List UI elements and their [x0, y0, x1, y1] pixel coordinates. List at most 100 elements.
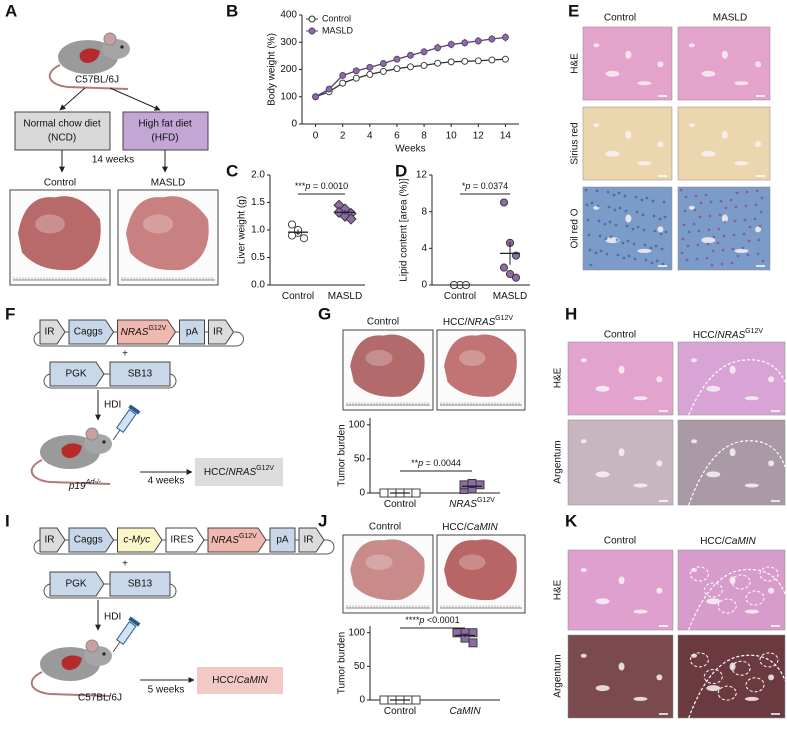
tumor-nodule	[745, 677, 765, 693]
diet-box	[122, 111, 209, 151]
element-label: Caggs	[74, 535, 103, 546]
syringe-needle	[112, 641, 121, 653]
vessel	[595, 685, 610, 692]
label: Control	[367, 317, 399, 328]
nucleus	[758, 224, 762, 228]
vessel	[701, 150, 716, 157]
construct-element	[68, 319, 115, 345]
y-tick-label: 400	[280, 10, 297, 21]
mouse-eye	[102, 652, 106, 656]
text-part: CaMIN	[237, 675, 269, 686]
data-point	[420, 48, 428, 56]
data-point	[287, 231, 297, 240]
nucleus	[682, 223, 686, 227]
text-part: Control	[444, 291, 476, 302]
nucleus	[743, 218, 747, 222]
nucleus	[680, 251, 684, 255]
vessel	[656, 376, 663, 383]
liver-highlight	[365, 554, 393, 570]
nucleus	[686, 244, 690, 248]
text-part: G12V	[239, 533, 257, 540]
text-part: NRAS	[449, 499, 477, 510]
nucleus	[626, 239, 630, 243]
histology-image	[677, 549, 786, 631]
x-tick-label: MASLD	[493, 291, 527, 302]
data-point	[366, 63, 374, 71]
panel-label: A	[5, 1, 17, 20]
vessel	[580, 653, 587, 658]
nucleus	[599, 249, 603, 253]
nucleus	[603, 222, 607, 226]
text-part: *	[462, 181, 466, 191]
arrow	[109, 87, 161, 111]
data-point	[452, 628, 462, 638]
data-point	[434, 59, 442, 67]
p-value: ****p <0.0001	[405, 615, 459, 625]
panel-label: H	[565, 304, 577, 323]
nucleus	[631, 227, 635, 231]
vessel	[701, 237, 716, 244]
y-tick-label: 1.0	[251, 225, 265, 236]
label: Control	[604, 536, 636, 547]
nucleus	[721, 248, 725, 252]
y-tick-label: 0	[359, 695, 365, 706]
y-tick-label: 4	[421, 243, 427, 254]
mouse-liver	[61, 655, 82, 670]
vessel	[605, 150, 620, 157]
vessel	[618, 576, 625, 585]
text-part: G12V	[477, 497, 495, 504]
text-part: HCC/	[442, 522, 467, 533]
label: PGK	[65, 369, 86, 380]
tumor-nodule	[703, 669, 723, 684]
nucleus	[627, 254, 631, 258]
nucleus	[596, 204, 600, 208]
data-point	[299, 234, 309, 243]
p-value: *p = 0.0374	[462, 181, 508, 191]
y-axis-label: Lipid content [area (%)]	[399, 178, 410, 282]
tumor-nodule	[689, 566, 709, 582]
nucleus	[679, 188, 683, 192]
label: HCC/CaMIN	[212, 675, 268, 686]
nucleus	[695, 257, 699, 261]
data-point	[407, 63, 414, 71]
model-box	[195, 458, 283, 486]
nucleus	[640, 198, 644, 202]
text-part: G12V	[256, 465, 274, 472]
x-tick-label: Control	[384, 499, 416, 510]
tumor-nodule	[759, 652, 779, 668]
vessel	[688, 205, 695, 210]
nucleus	[729, 198, 733, 202]
nucleus	[654, 244, 658, 248]
construct-element	[179, 319, 205, 345]
nucleus	[597, 219, 601, 223]
nucleus	[722, 234, 726, 238]
data-point	[499, 198, 509, 207]
vessel	[691, 358, 698, 363]
panel-label: G	[318, 304, 331, 323]
nucleus	[588, 248, 592, 252]
data-point	[339, 79, 347, 87]
element-label: pA	[186, 327, 199, 338]
nucleus	[655, 259, 659, 263]
mouse-eye	[120, 45, 124, 49]
nucleus	[719, 199, 723, 203]
histology-image	[567, 549, 674, 631]
nucleus	[746, 253, 750, 257]
nucleus	[755, 189, 759, 193]
liver-highlight	[459, 350, 486, 366]
nucleus	[623, 194, 627, 198]
nucleus	[692, 222, 696, 226]
text-part: HCC/	[443, 317, 468, 328]
mouse-icon	[30, 427, 112, 485]
vessel	[633, 609, 648, 614]
text-part: G12V	[148, 325, 166, 332]
nucleus	[711, 249, 715, 253]
label: C57BL/6J	[78, 693, 122, 704]
construct-element	[68, 527, 115, 553]
label: +	[122, 349, 128, 360]
nucleus	[650, 261, 654, 265]
diet-box	[14, 111, 111, 151]
nucleus	[604, 237, 608, 241]
panel-label: B	[226, 1, 238, 20]
tumor-border	[688, 359, 786, 416]
